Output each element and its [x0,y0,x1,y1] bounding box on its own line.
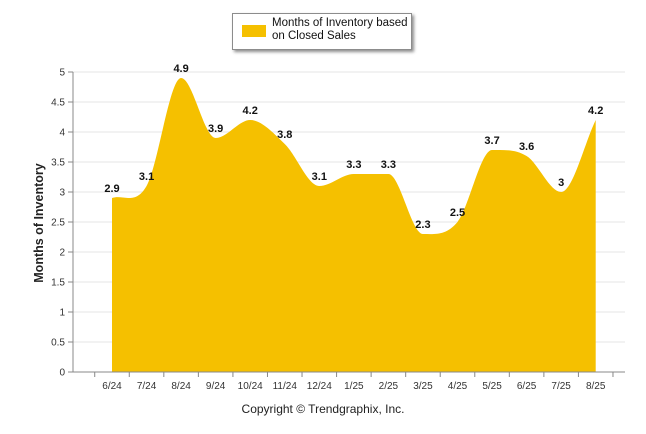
y-tick-label: 1 [59,308,65,319]
y-tick-label: 4.5 [51,98,65,109]
x-tick-label: 8/25 [586,381,606,392]
data-label: 3.6 [519,141,534,153]
y-tick-label: 4 [59,128,65,139]
data-label: 2.9 [104,183,119,195]
legend-label: Months of Inventory based on Closed Sale… [272,17,408,42]
x-tick-label: 6/24 [102,381,122,392]
y-tick-label: 2.5 [51,218,65,229]
y-tick-label: 3 [59,188,65,199]
legend-swatch [242,25,266,37]
x-tick-label: 3/25 [413,381,433,392]
chart-legend: Months of Inventory based on Closed Sale… [232,13,412,50]
x-tick-label: 10/24 [238,381,263,392]
data-label: 4.2 [243,105,258,117]
data-label: 2.3 [415,219,430,231]
x-tick-label: 4/25 [448,381,468,392]
data-label: 3 [558,177,564,189]
series-area [112,78,596,372]
data-label: 3.3 [346,159,361,171]
x-tick-label: 8/24 [171,381,191,392]
axis-layer: 0 0.5 1 1.5 2 2.5 3 3.5 4 4.5 5 6/24 7/24 8/24 9/24 10/… [51,68,625,392]
data-label: 3.3 [381,159,396,171]
data-label: 3.7 [484,135,499,147]
y-tick-label: 0.5 [51,338,65,349]
copyright-footer: Copyright © Trendgraphix, Inc. [241,402,405,416]
x-tick-label: 7/24 [137,381,157,392]
x-tick-label: 5/25 [482,381,502,392]
data-label: 4.2 [588,105,603,117]
y-tick-label: 5 [59,68,65,79]
data-label: 3.8 [277,129,292,141]
data-label: 3.9 [208,123,223,135]
x-tick-label: 7/25 [551,381,571,392]
area-layer [112,78,596,372]
y-tick-label: 2 [59,248,65,259]
y-tick-label: 3.5 [51,158,65,169]
x-tick-label: 1/25 [344,381,364,392]
y-tick-label: 0 [59,368,65,379]
x-tick-label: 6/25 [517,381,537,392]
data-label: 3.1 [139,171,154,183]
data-label: 4.9 [173,63,188,75]
x-tick-label: 11/24 [273,381,298,392]
x-tick-label: 12/24 [307,381,332,392]
x-tick-label: 2/25 [379,381,399,392]
data-label: 2.5 [450,207,465,219]
x-tick-label: 9/24 [206,381,226,392]
data-label-layer: 2.9 3.1 4.9 3.9 4.2 3.8 3.1 3.3 3.3 2.3 2.5 3.7 3.6 3… [104,63,603,231]
y-tick-label: 1.5 [51,278,65,289]
data-label: 3.1 [312,171,327,183]
